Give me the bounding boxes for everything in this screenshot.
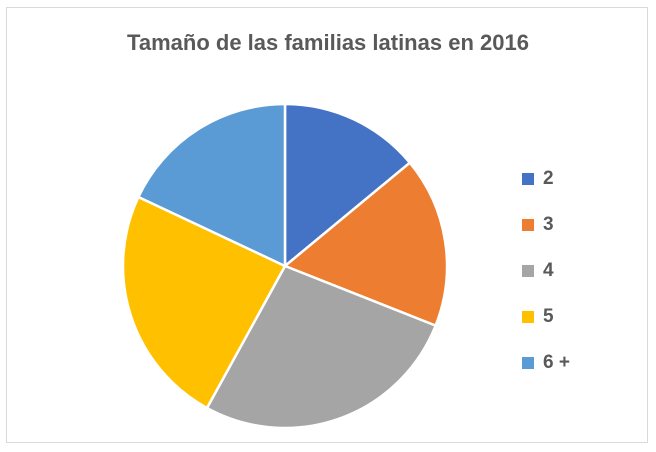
legend-label: 3 [543,213,554,235]
chart-title: Tamaño de las familias latinas en 2016 [127,30,529,55]
chart-legend: 2 3 4 5 6 + [522,167,570,397]
pie-slice-4 [121,195,287,410]
legend-item-2: 3 [522,213,570,236]
legend-swatch [522,310,534,323]
pie-slice-5 [137,102,287,268]
legend-label: 6 + [543,351,570,373]
legend-swatch [522,264,534,277]
legend-swatch [522,218,534,231]
legend-item-5: 6 + [522,351,570,374]
pie-slice-1 [283,102,412,268]
legend-label: 2 [543,167,554,189]
legend-label: 5 [543,305,554,327]
legend-swatch [522,172,534,185]
legend-swatch [522,356,534,369]
legend-label: 4 [543,259,554,281]
legend-item-1: 2 [522,167,570,190]
legend-item-4: 5 [522,305,570,328]
pie-slice-2 [283,161,449,327]
legend-item-3: 4 [522,259,570,282]
